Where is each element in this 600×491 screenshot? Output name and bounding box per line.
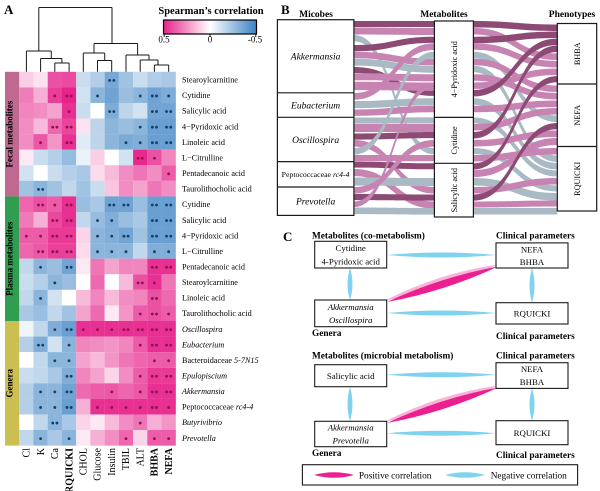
svg-text:0.5: 0.5: [158, 35, 170, 45]
svg-text:NEFA: NEFA: [521, 364, 544, 374]
svg-text:BHBA: BHBA: [520, 377, 545, 387]
svg-text:CHOL: CHOL: [78, 448, 89, 475]
svg-text:Clinical parameters: Clinical parameters: [496, 232, 575, 242]
svg-text:Prevotella: Prevotella: [295, 198, 335, 208]
svg-text:Linoleic acid: Linoleic acid: [182, 294, 225, 303]
svg-text:Stearoylcarnitine: Stearoylcarnitine: [182, 76, 238, 85]
svg-text:Insulin: Insulin: [107, 448, 118, 476]
svg-text:Akkermansia: Akkermansia: [290, 53, 341, 63]
svg-text:Genera: Genera: [312, 449, 342, 459]
svg-text:BHBA: BHBA: [520, 257, 545, 267]
svg-text:4−Pyridoxic acid: 4−Pyridoxic acid: [182, 231, 238, 240]
svg-text:Stearoylcarnitine: Stearoylcarnitine: [182, 278, 238, 287]
svg-text:Eubacterium: Eubacterium: [290, 101, 340, 111]
svg-text:Taurolithocholic acid: Taurolithocholic acid: [182, 309, 252, 318]
svg-text:Phenotypes: Phenotypes: [549, 10, 596, 20]
svg-text:Akkermansia: Akkermansia: [327, 423, 375, 433]
svg-text:TBIL: TBIL: [121, 448, 132, 470]
svg-text:RQUICKI: RQUICKI: [514, 308, 551, 318]
svg-text:Taurolithocholic acid: Taurolithocholic acid: [182, 185, 252, 194]
svg-text:A: A: [4, 2, 14, 17]
svg-text:Salicylic acid: Salicylic acid: [450, 168, 459, 212]
svg-text:Negative correlation: Negative correlation: [491, 471, 567, 481]
svg-text:NEFA: NEFA: [573, 105, 582, 126]
svg-text:-0.5: -0.5: [248, 35, 263, 45]
svg-text:Pentadecanoic acid: Pentadecanoic acid: [182, 169, 245, 178]
svg-text:RQUICKI: RQUICKI: [64, 448, 75, 491]
svg-text:RQUICKI: RQUICKI: [573, 161, 582, 195]
svg-text:Salicylic acid: Salicylic acid: [182, 216, 226, 225]
svg-text:Akkermansia: Akkermansia: [181, 387, 225, 396]
svg-text:ALT: ALT: [135, 448, 146, 467]
svg-text:4-Pyridoxic acid: 4-Pyridoxic acid: [322, 256, 381, 266]
svg-text:BHBA: BHBA: [150, 447, 161, 476]
svg-text:4−Pyridoxic acid: 4−Pyridoxic acid: [450, 41, 459, 97]
svg-text:Metabolites: Metabolites: [420, 10, 468, 20]
svg-text:L−Citrulline: L−Citrulline: [182, 153, 223, 162]
svg-text:Salicylic acid: Salicylic acid: [182, 107, 226, 116]
svg-text:4−Pyridoxic acid: 4−Pyridoxic acid: [182, 122, 238, 131]
svg-text:Metabolites (microbial metabol: Metabolites (microbial metabolism): [312, 351, 453, 362]
svg-text:Genera: Genera: [5, 369, 15, 398]
svg-text:Clinical parameters: Clinical parameters: [496, 352, 575, 362]
svg-text:Positive correlation: Positive correlation: [359, 471, 432, 481]
svg-text:Fecal metabolites: Fecal metabolites: [5, 100, 15, 167]
svg-text:Akkermansia: Akkermansia: [327, 302, 375, 312]
svg-text:C: C: [283, 229, 292, 244]
svg-text:0: 0: [208, 35, 213, 45]
svg-text:Plasma metabolites: Plasma metabolites: [5, 221, 15, 296]
svg-text:K: K: [36, 447, 47, 455]
svg-text:Pentadecanoic acid: Pentadecanoic acid: [182, 262, 245, 271]
svg-text:Glucose: Glucose: [93, 447, 104, 480]
svg-text:Clinical parameters: Clinical parameters: [496, 332, 575, 342]
svg-text:RQUICKI: RQUICKI: [514, 428, 551, 438]
svg-text:Peptococcaceae rc4-4: Peptococcaceae rc4-4: [282, 170, 350, 179]
svg-text:BHBA: BHBA: [573, 42, 582, 65]
svg-text:Cytidine: Cytidine: [182, 91, 211, 100]
svg-text:Cytidine: Cytidine: [336, 243, 366, 253]
svg-text:Ca: Ca: [50, 447, 61, 459]
svg-text:Epulopiscium: Epulopiscium: [181, 372, 227, 381]
svg-text:Spearman’s correlation: Spearman’s correlation: [158, 6, 263, 17]
svg-text:Prevotella: Prevotella: [332, 435, 370, 445]
svg-text:Peptococcaceae rc4-4: Peptococcaceae rc4-4: [182, 403, 253, 412]
svg-text:Oscillospira: Oscillospira: [329, 315, 373, 325]
svg-text:Oscillospira: Oscillospira: [292, 136, 339, 146]
svg-text:NEFA: NEFA: [521, 244, 544, 254]
svg-text:Micobes: Micobes: [299, 10, 333, 20]
svg-text:Oscillospira: Oscillospira: [182, 325, 223, 334]
svg-text:Eubacterium: Eubacterium: [181, 340, 224, 349]
svg-text:Linoleic acid: Linoleic acid: [182, 138, 225, 147]
svg-text:Salicylic acid: Salicylic acid: [327, 371, 375, 381]
svg-text:Metabolites (co-metabolism): Metabolites (co-metabolism): [312, 231, 425, 242]
svg-text:Cytidine: Cytidine: [450, 126, 459, 155]
svg-text:Prevotella: Prevotella: [181, 434, 216, 443]
svg-text:Bacteroidaceae 5-7N15: Bacteroidaceae 5-7N15: [182, 356, 259, 365]
svg-text:L−Citrulline: L−Citrulline: [182, 247, 223, 256]
svg-text:Clinical parameters: Clinical parameters: [496, 451, 575, 461]
svg-text:Cl: Cl: [22, 448, 33, 458]
svg-text:Butyrivibrio: Butyrivibrio: [182, 418, 222, 427]
svg-text:Cytidine: Cytidine: [182, 200, 211, 209]
svg-text:NEFA: NEFA: [164, 447, 175, 474]
svg-text:Genera: Genera: [312, 329, 342, 339]
svg-text:B: B: [281, 2, 290, 17]
